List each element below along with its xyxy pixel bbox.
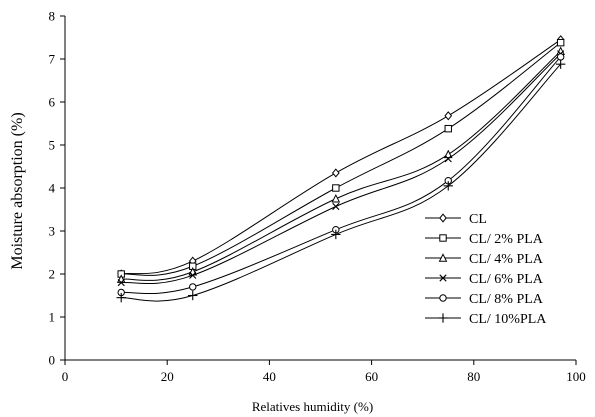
series-6: [116, 59, 566, 303]
legend-label: CL/ 8% PLA: [469, 292, 544, 307]
data-point-x-stroke: [332, 202, 340, 211]
legend-item: CL/ 6% PLA: [425, 272, 544, 287]
series-line: [121, 50, 562, 281]
data-point-circle: [556, 53, 565, 61]
data-point-triangle: [331, 193, 341, 203]
x-tick-label: 100: [566, 369, 586, 384]
data-point-diamond: [331, 168, 340, 178]
data-point-square: [439, 234, 447, 242]
data-point-x: [439, 274, 447, 282]
data-point-x-stroke: [444, 155, 452, 163]
legend-label: CL: [469, 212, 487, 227]
series-2: [117, 38, 565, 278]
y-axis-label: Moisture absorption (%): [9, 112, 26, 269]
data-point-square: [332, 184, 340, 192]
data-point-plus: [188, 290, 198, 301]
series-line: [121, 56, 562, 295]
series-line: [121, 53, 562, 285]
legend-label: CL/ 6% PLA: [469, 272, 544, 287]
data-point-plus: [438, 313, 448, 323]
data-point-x: [189, 271, 197, 279]
x-axis-label: Relatives humidity (%): [252, 399, 373, 414]
y-tick-label: 6: [49, 95, 56, 110]
series-layer: [116, 35, 566, 303]
y-tick-label: 2: [49, 267, 56, 282]
y-tick-label: 5: [49, 138, 56, 153]
legend-item: CL/ 2% PLA: [425, 232, 544, 247]
data-point-square: [444, 124, 452, 133]
series-line: [121, 63, 562, 302]
series-4: [117, 50, 565, 287]
data-point-plus: [116, 292, 126, 303]
series-3: [116, 46, 565, 283]
x-tick-label: 20: [161, 369, 174, 384]
data-point-x-stroke: [189, 271, 197, 279]
data-point-x: [444, 155, 452, 163]
y-tick-label: 1: [49, 310, 56, 325]
data-point-x-stroke: [117, 279, 125, 287]
data-point-x-stroke: [439, 274, 447, 282]
data-point-diamond: [444, 111, 453, 121]
data-point-circle: [439, 294, 447, 302]
legend-label: CL/ 2% PLA: [469, 232, 544, 247]
legend-item: CL: [425, 212, 487, 227]
x-tick-label: 40: [263, 369, 276, 384]
y-tick-label: 0: [49, 353, 56, 368]
data-point-triangle: [438, 253, 448, 262]
legend-label: CL/ 10%PLA: [469, 312, 547, 327]
legend-item: CL/ 8% PLA: [425, 292, 544, 307]
data-point-diamond: [439, 213, 447, 223]
data-point-x: [117, 279, 125, 287]
legend-label: CL/ 4% PLA: [469, 252, 544, 267]
y-tick-label: 4: [49, 181, 56, 196]
data-point-square: [556, 38, 565, 47]
legend: CL CL/ 2% PLA CL/ 4% PLA CL/ 6% PLA CL/ 8% P…: [425, 212, 547, 327]
y-tick-label: 7: [49, 52, 56, 67]
data-point-x: [332, 202, 340, 211]
legend-item: CL/ 10%PLA: [425, 312, 547, 327]
data-point-plus: [555, 59, 566, 69]
legend-item: CL/ 4% PLA: [425, 252, 544, 267]
data-point-circle: [189, 283, 197, 291]
data-point-plus: [331, 229, 341, 240]
data-point-triangle: [443, 149, 453, 159]
data-point-plus: [443, 181, 453, 191]
x-tick-label: 60: [365, 369, 378, 384]
x-tick-label: 80: [467, 369, 480, 384]
y-tick-label: 8: [49, 9, 56, 24]
y-tick-label: 3: [49, 224, 56, 239]
x-tick-label: 0: [62, 369, 69, 384]
